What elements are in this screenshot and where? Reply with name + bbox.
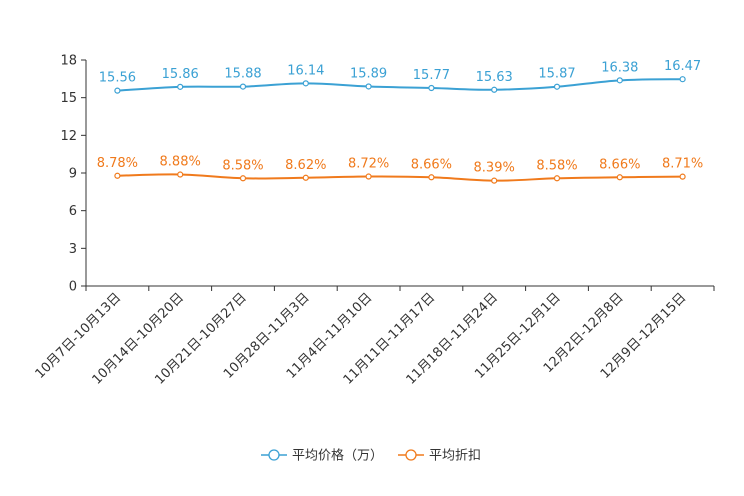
data-point — [679, 173, 686, 180]
data-label: 8.71% — [662, 157, 703, 172]
y-tick-label: 0 — [69, 280, 77, 295]
data-label: 15.56 — [99, 71, 136, 86]
data-point — [679, 76, 686, 83]
data-point — [302, 80, 309, 87]
legend-label: 平均折扣 — [429, 449, 481, 464]
axes: 036912151810月7日-10月13日10月14日-10月20日10月21… — [33, 54, 715, 388]
data-point — [491, 86, 498, 93]
y-tick-label: 3 — [69, 242, 77, 257]
y-tick-label: 12 — [60, 129, 77, 144]
data-point — [365, 83, 372, 90]
series-line — [117, 78, 683, 92]
data-point — [428, 84, 435, 92]
data-label: 8.66% — [411, 157, 452, 172]
data-label: 15.63 — [476, 70, 513, 85]
data-point — [553, 175, 561, 182]
data-point — [428, 174, 435, 181]
data-label: 8.72% — [348, 157, 389, 172]
series-line — [117, 173, 683, 182]
legend-marker-icon — [405, 449, 417, 461]
data-label: 16.14 — [287, 63, 324, 78]
data-point — [616, 174, 623, 181]
data-point — [177, 171, 184, 178]
y-tick-label: 18 — [60, 54, 77, 69]
data-label: 15.89 — [350, 66, 387, 81]
data-label: 15.88 — [224, 67, 261, 82]
data-label: 8.39% — [474, 161, 515, 176]
data-point — [114, 87, 121, 94]
data-point — [365, 173, 372, 180]
series-layer: 15.56 15.86 15.88 16.14 15.89 15.77 15.63 15.87… — [97, 59, 703, 184]
data-label: 8.66% — [599, 157, 640, 172]
data-point — [491, 177, 498, 184]
data-point — [114, 172, 121, 179]
data-label: 15.77 — [413, 68, 450, 83]
data-point — [239, 83, 247, 90]
legend-marker-icon — [268, 449, 280, 461]
data-label: 8.78% — [97, 156, 138, 171]
data-point — [302, 174, 309, 181]
legend[interactable]: 平均价格（万） 平均折扣 — [261, 448, 481, 464]
data-label: 8.62% — [285, 158, 326, 173]
legend-item-0[interactable]: 平均价格（万） — [261, 448, 383, 464]
data-point — [616, 77, 623, 84]
data-label: 8.88% — [160, 155, 201, 170]
data-label: 15.87 — [538, 67, 575, 82]
series-1: 8.78% 8.88% 8.58% 8.62% 8.72% 8.66% 8.39% 8.58%… — [97, 155, 703, 184]
series-0: 15.56 15.86 15.88 16.14 15.89 15.77 15.63 15.87… — [99, 59, 701, 94]
legend-label: 平均价格（万） — [292, 448, 383, 464]
data-label: 8.58% — [536, 158, 577, 173]
legend-item-1[interactable]: 平均折扣 — [398, 449, 481, 464]
y-tick-label: 15 — [60, 91, 77, 106]
data-point — [239, 175, 247, 182]
y-tick-label: 6 — [69, 204, 77, 219]
y-tick-label: 9 — [69, 167, 77, 182]
data-point — [177, 83, 184, 90]
data-label: 16.38 — [601, 60, 638, 75]
data-label: 15.86 — [162, 67, 199, 82]
data-label: 16.47 — [664, 59, 701, 74]
data-point — [553, 83, 561, 90]
data-label: 8.58% — [222, 158, 263, 173]
